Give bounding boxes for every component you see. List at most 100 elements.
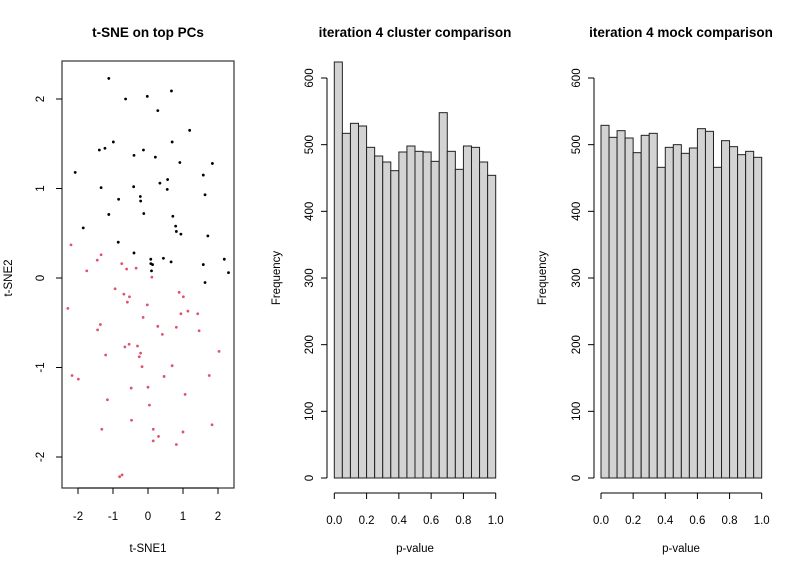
data-point bbox=[156, 324, 160, 328]
histogram-bar bbox=[712, 166, 723, 479]
histogram-bar bbox=[648, 132, 658, 479]
x-axis-label: p-value bbox=[396, 543, 434, 555]
data-point bbox=[117, 197, 120, 201]
histogram-bar bbox=[462, 145, 472, 479]
data-point bbox=[139, 351, 143, 355]
data-point bbox=[206, 234, 210, 238]
data-point bbox=[170, 364, 174, 368]
x-tick-label: 0.6 bbox=[689, 515, 705, 527]
x-axis: 0.0 0.2 0.4 0.6 0.8 1.0 bbox=[593, 492, 770, 527]
x-tick-label: -2 bbox=[73, 511, 83, 523]
data-point bbox=[181, 295, 185, 299]
y-tick-label: 200 bbox=[571, 335, 583, 354]
x-tick-label: -1 bbox=[108, 511, 118, 523]
x-tick-label: 0.0 bbox=[593, 515, 609, 527]
data-point bbox=[129, 386, 133, 390]
y-axis-label: Frequency bbox=[271, 251, 283, 306]
data-point bbox=[166, 178, 170, 181]
data-point bbox=[111, 140, 115, 144]
data-point bbox=[181, 430, 185, 434]
x-tick-label: 0.4 bbox=[391, 515, 408, 527]
data-point bbox=[120, 262, 124, 266]
y-tick-label: 400 bbox=[304, 202, 316, 221]
y-tick-label: 300 bbox=[304, 268, 316, 287]
scatter-points bbox=[66, 77, 230, 479]
data-point bbox=[128, 295, 131, 299]
data-point bbox=[162, 256, 165, 260]
data-point bbox=[207, 374, 211, 377]
data-point bbox=[137, 355, 141, 359]
mock-comparison-histogram: iteration 4 mock comparison 0.0 0.2 0.4 0.6… bbox=[537, 25, 773, 555]
data-point bbox=[178, 161, 182, 164]
data-point bbox=[149, 257, 153, 261]
histogram-bar bbox=[479, 161, 489, 479]
data-point bbox=[203, 193, 207, 197]
y-tick-label: 100 bbox=[304, 402, 316, 421]
y-tick-label: -2 bbox=[35, 452, 47, 462]
data-point bbox=[125, 267, 129, 271]
data-point bbox=[125, 300, 129, 304]
data-point bbox=[120, 473, 124, 477]
data-point bbox=[151, 439, 155, 443]
x-axis-label: t-SNE1 bbox=[129, 543, 166, 555]
data-point bbox=[179, 232, 183, 236]
y-tick-label: 300 bbox=[571, 268, 583, 287]
y-tick-label: 200 bbox=[304, 335, 316, 354]
y-tick-label: 2 bbox=[35, 96, 47, 102]
histogram-bar bbox=[640, 134, 650, 479]
chart-title: t-SNE on top PCs bbox=[92, 25, 204, 40]
histogram-bar bbox=[333, 61, 343, 479]
y-axis: -2 -1 0 1 2 bbox=[35, 96, 62, 462]
y-tick-label: 400 bbox=[571, 202, 583, 221]
data-point bbox=[165, 187, 169, 191]
y-tick-label: 500 bbox=[571, 135, 583, 154]
data-point bbox=[174, 224, 178, 228]
data-point bbox=[186, 309, 190, 313]
y-tick-label: 0 bbox=[35, 275, 47, 281]
x-tick-label: 0.8 bbox=[455, 515, 471, 527]
x-tick-label: 0.6 bbox=[423, 515, 439, 527]
histogram-bar bbox=[406, 145, 416, 479]
y-axis: 0 100 200 300 400 500 600 bbox=[571, 68, 595, 481]
data-point bbox=[116, 240, 120, 244]
data-point bbox=[201, 263, 205, 266]
histogram-bar bbox=[616, 130, 626, 479]
data-point bbox=[196, 312, 200, 316]
histogram-bars bbox=[600, 124, 763, 479]
x-axis-label: p-value bbox=[662, 543, 700, 555]
data-point bbox=[162, 375, 166, 378]
data-point bbox=[104, 353, 108, 357]
data-point bbox=[99, 253, 103, 257]
data-point bbox=[134, 266, 138, 270]
histogram-bar bbox=[600, 124, 610, 479]
data-point bbox=[107, 77, 111, 80]
x-tick-label: 0.8 bbox=[722, 515, 738, 527]
data-point bbox=[145, 303, 149, 307]
data-point bbox=[197, 329, 201, 333]
data-point bbox=[201, 173, 205, 177]
histogram-bar bbox=[366, 146, 376, 479]
data-point bbox=[66, 307, 70, 310]
x-tick-label: 0.2 bbox=[359, 515, 375, 527]
y-tick-label: 1 bbox=[35, 185, 47, 191]
histogram-bar bbox=[672, 144, 682, 479]
data-point bbox=[138, 195, 142, 198]
data-point bbox=[142, 212, 146, 215]
data-point bbox=[211, 162, 214, 165]
x-tick-label: 0 bbox=[145, 511, 151, 523]
data-point bbox=[188, 128, 192, 132]
histogram-bars bbox=[333, 61, 497, 479]
data-point bbox=[136, 344, 139, 348]
y-tick-label: 600 bbox=[571, 68, 583, 87]
data-point bbox=[169, 260, 173, 264]
data-point bbox=[132, 251, 136, 255]
y-tick-label: 0 bbox=[304, 475, 316, 481]
histogram-bar bbox=[358, 125, 368, 479]
data-point bbox=[141, 315, 145, 319]
data-point bbox=[96, 328, 99, 332]
x-tick-label: 1 bbox=[180, 511, 186, 523]
x-tick-label: 1.0 bbox=[754, 515, 770, 527]
histogram-bar bbox=[454, 168, 464, 479]
x-axis: 0.0 0.2 0.4 0.6 0.8 1.0 bbox=[326, 492, 504, 527]
